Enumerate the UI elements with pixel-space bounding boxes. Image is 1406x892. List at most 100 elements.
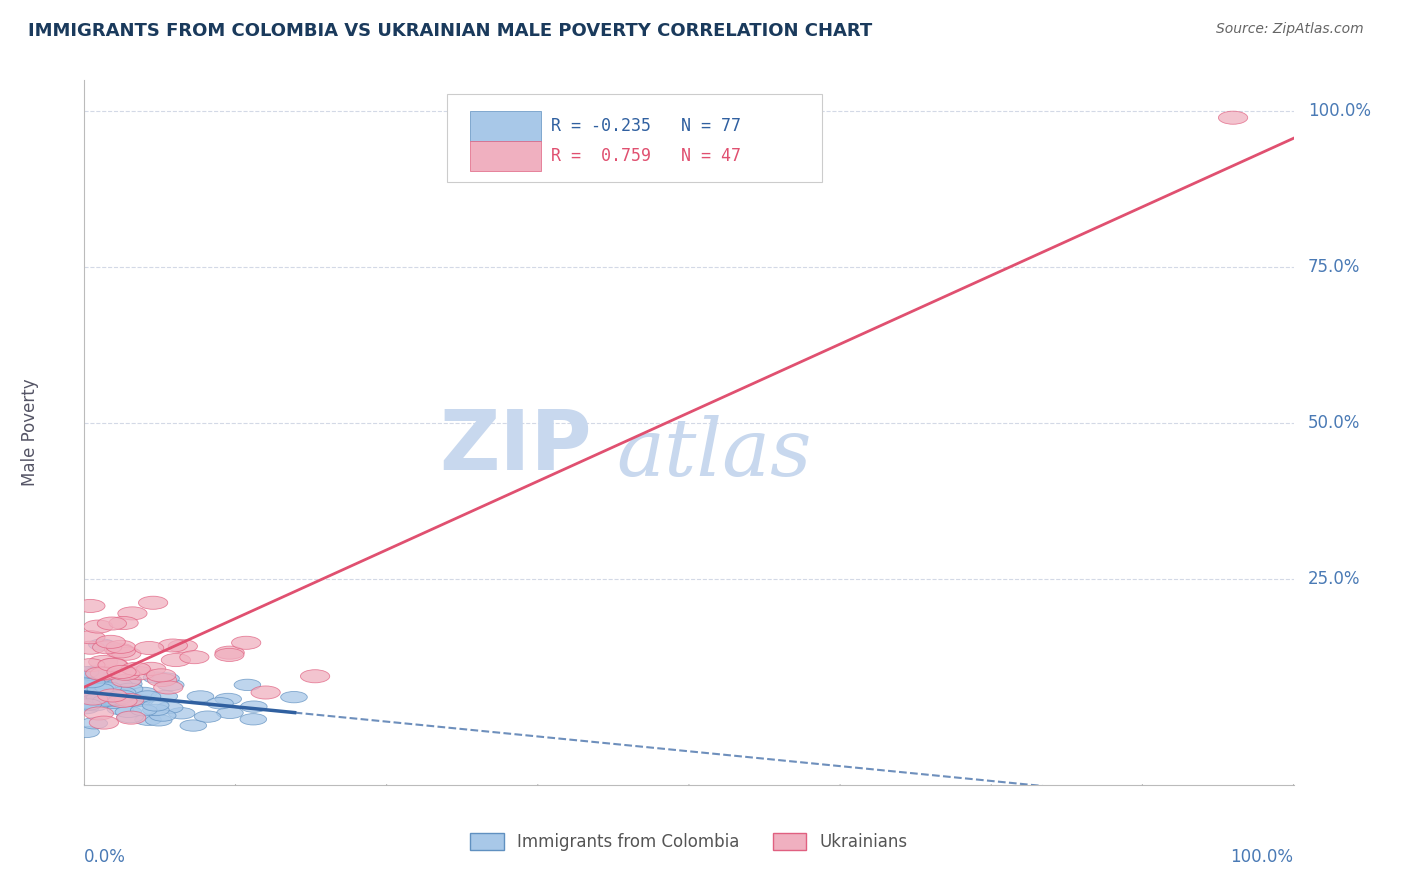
Ellipse shape [215, 693, 242, 705]
Ellipse shape [114, 693, 141, 705]
Ellipse shape [187, 690, 214, 702]
Ellipse shape [104, 643, 134, 657]
Ellipse shape [105, 645, 135, 658]
Text: R = -0.235   N = 77: R = -0.235 N = 77 [551, 117, 741, 136]
Ellipse shape [252, 686, 280, 699]
Ellipse shape [156, 702, 183, 714]
Ellipse shape [108, 690, 135, 701]
Ellipse shape [1219, 112, 1247, 124]
Ellipse shape [281, 691, 308, 703]
Ellipse shape [79, 694, 105, 706]
Ellipse shape [111, 667, 139, 681]
Ellipse shape [73, 697, 100, 708]
Text: 75.0%: 75.0% [1308, 259, 1361, 277]
Ellipse shape [135, 714, 162, 725]
Ellipse shape [240, 714, 267, 725]
Ellipse shape [80, 666, 107, 677]
Ellipse shape [79, 676, 105, 688]
Ellipse shape [162, 654, 190, 666]
Ellipse shape [89, 681, 115, 693]
Ellipse shape [110, 687, 136, 698]
Text: IMMIGRANTS FROM COLOMBIA VS UKRAINIAN MALE POVERTY CORRELATION CHART: IMMIGRANTS FROM COLOMBIA VS UKRAINIAN MA… [28, 22, 872, 40]
Ellipse shape [150, 690, 177, 702]
Ellipse shape [83, 620, 112, 633]
Ellipse shape [82, 683, 107, 694]
Ellipse shape [100, 698, 127, 708]
Ellipse shape [98, 695, 125, 706]
Ellipse shape [72, 703, 98, 714]
Ellipse shape [87, 683, 114, 695]
Ellipse shape [121, 663, 150, 675]
Ellipse shape [115, 674, 142, 686]
Ellipse shape [79, 673, 105, 684]
Ellipse shape [107, 692, 134, 704]
Ellipse shape [108, 616, 138, 630]
FancyBboxPatch shape [447, 95, 823, 183]
Ellipse shape [75, 683, 101, 695]
Ellipse shape [76, 631, 105, 644]
Ellipse shape [180, 650, 209, 664]
Ellipse shape [80, 671, 107, 682]
Ellipse shape [96, 635, 125, 648]
Ellipse shape [76, 678, 103, 689]
Text: 25.0%: 25.0% [1308, 570, 1361, 588]
Ellipse shape [125, 666, 155, 680]
Ellipse shape [83, 676, 110, 688]
Text: ZIP: ZIP [440, 406, 592, 487]
Ellipse shape [98, 658, 127, 672]
Ellipse shape [107, 640, 135, 653]
Ellipse shape [142, 699, 169, 711]
Text: 100.0%: 100.0% [1308, 103, 1371, 120]
Ellipse shape [77, 669, 104, 681]
Ellipse shape [93, 640, 122, 654]
Ellipse shape [94, 692, 121, 703]
Ellipse shape [108, 694, 138, 707]
Ellipse shape [146, 669, 176, 681]
Ellipse shape [97, 689, 127, 702]
Ellipse shape [215, 648, 245, 662]
Ellipse shape [89, 656, 118, 668]
Ellipse shape [107, 665, 136, 679]
Ellipse shape [87, 690, 114, 700]
Ellipse shape [75, 698, 101, 710]
Ellipse shape [79, 692, 108, 705]
Legend: Immigrants from Colombia, Ukrainians: Immigrants from Colombia, Ukrainians [464, 826, 914, 858]
Ellipse shape [207, 698, 233, 709]
Ellipse shape [72, 666, 98, 678]
Text: 100.0%: 100.0% [1230, 848, 1294, 866]
Ellipse shape [104, 694, 131, 706]
Ellipse shape [124, 696, 150, 706]
Ellipse shape [143, 672, 170, 683]
Ellipse shape [180, 720, 207, 731]
Ellipse shape [115, 706, 142, 717]
Ellipse shape [90, 667, 120, 680]
Ellipse shape [73, 694, 100, 705]
FancyBboxPatch shape [470, 112, 541, 141]
Ellipse shape [105, 679, 132, 690]
Ellipse shape [97, 617, 127, 630]
Ellipse shape [89, 639, 115, 650]
Ellipse shape [131, 687, 157, 698]
Ellipse shape [169, 707, 195, 719]
Text: Male Poverty: Male Poverty [21, 379, 39, 486]
Ellipse shape [217, 707, 243, 719]
Ellipse shape [233, 679, 260, 690]
Ellipse shape [90, 689, 117, 700]
Ellipse shape [98, 658, 128, 672]
Text: 50.0%: 50.0% [1308, 414, 1361, 433]
Ellipse shape [89, 693, 115, 705]
Ellipse shape [93, 695, 120, 706]
Ellipse shape [169, 640, 197, 653]
Ellipse shape [86, 694, 112, 706]
Ellipse shape [107, 704, 134, 714]
Ellipse shape [93, 689, 120, 700]
Text: atlas: atlas [616, 415, 811, 492]
Ellipse shape [89, 716, 118, 729]
Ellipse shape [111, 648, 141, 660]
Ellipse shape [76, 658, 105, 672]
Ellipse shape [157, 680, 184, 690]
Ellipse shape [82, 699, 108, 711]
Ellipse shape [134, 690, 160, 702]
Ellipse shape [135, 641, 163, 655]
Ellipse shape [86, 692, 112, 704]
